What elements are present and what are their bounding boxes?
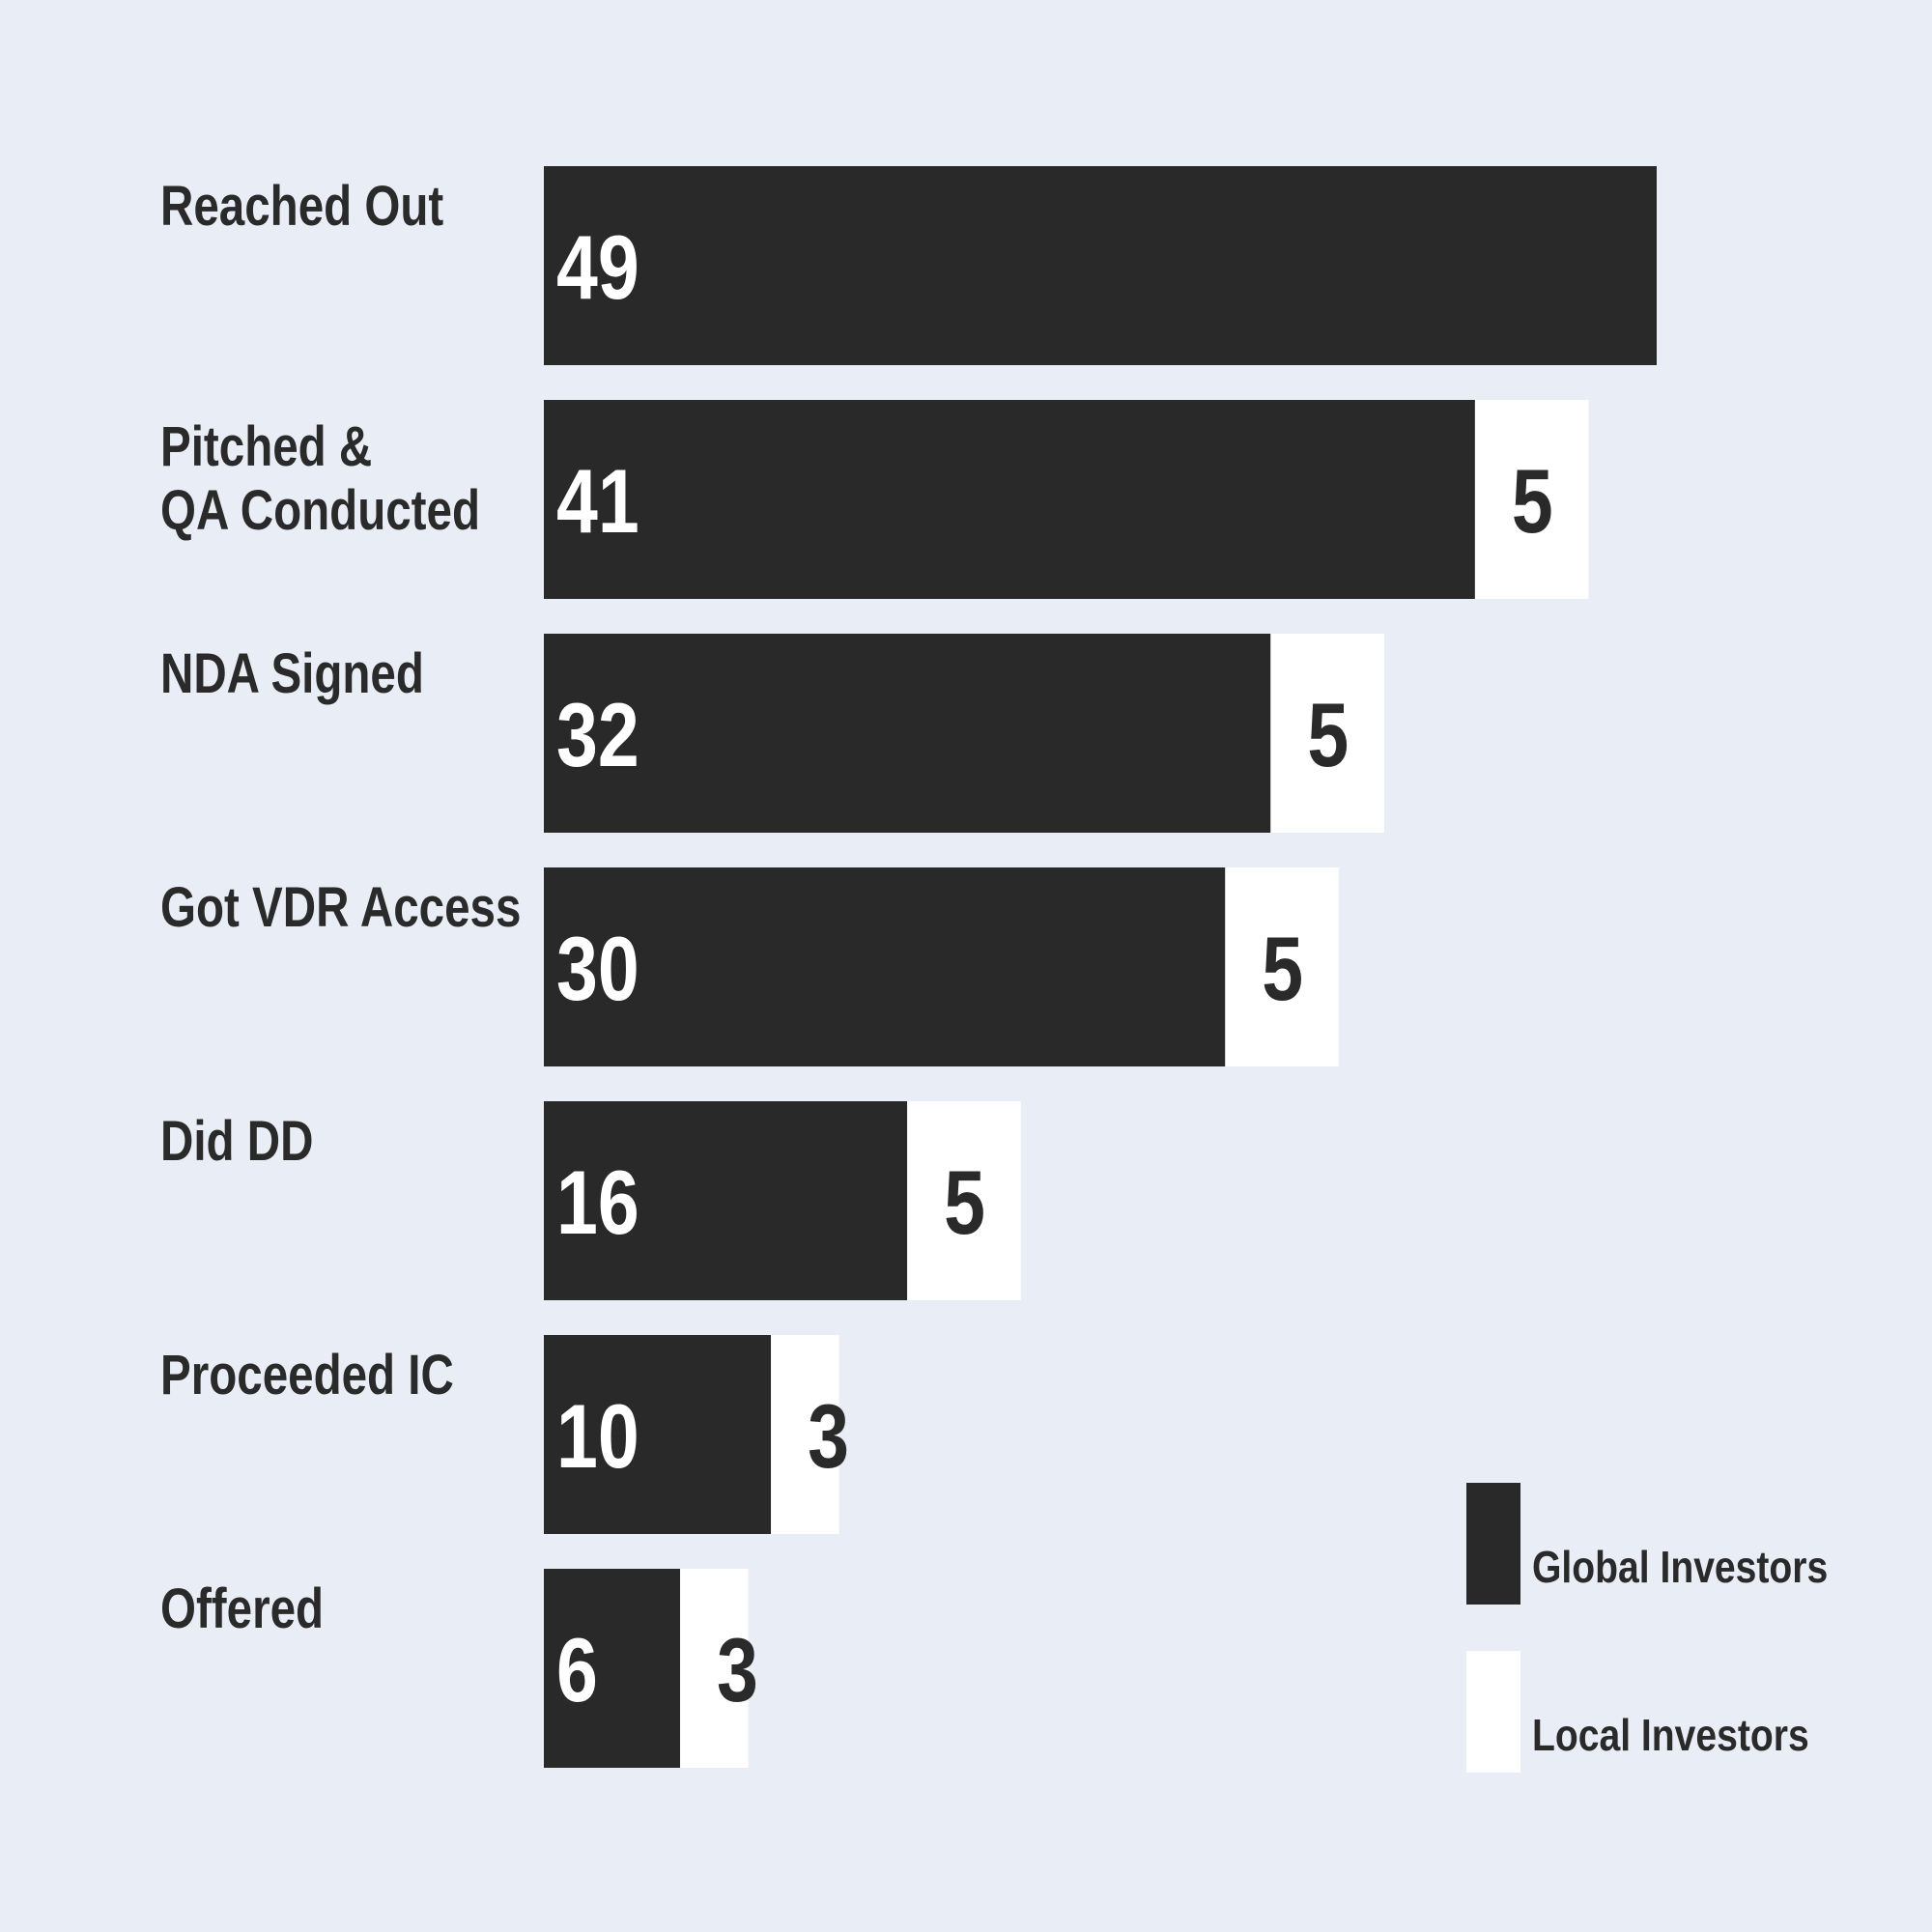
global-investors-bar xyxy=(544,166,1657,365)
local-investors-bar xyxy=(1225,867,1339,1066)
global-investors-bar xyxy=(544,867,1226,1066)
local-investors-bar xyxy=(907,1101,1021,1300)
local-investors-bar xyxy=(680,1569,749,1768)
category-label: NDA Signed xyxy=(160,643,424,706)
global-investors-bar xyxy=(544,1101,908,1300)
category-label-line: Reached Out xyxy=(160,176,443,239)
legend-swatch-global xyxy=(1466,1483,1520,1605)
category-label-line: QA Conducted xyxy=(160,480,480,543)
legend-label-global: Global Investors xyxy=(1532,1543,1828,1593)
category-label-line: Proceeded IC xyxy=(160,1345,454,1407)
global-investors-bar xyxy=(544,400,1475,599)
global-value-label: 49 xyxy=(556,217,639,319)
category-label-line: Got VDR Access xyxy=(160,877,521,940)
global-investors-bar xyxy=(544,1569,681,1768)
global-value-label: 41 xyxy=(556,451,639,553)
local-value-label: 5 xyxy=(944,1152,985,1254)
global-value-label: 32 xyxy=(556,685,639,786)
category-label-line: Did DD xyxy=(160,1111,313,1174)
local-value-label: 5 xyxy=(1307,685,1349,786)
legend-label-local: Local Investors xyxy=(1532,1711,1809,1761)
global-value-label: 6 xyxy=(556,1620,598,1721)
category-label-line: Offered xyxy=(160,1578,324,1641)
local-value-label: 3 xyxy=(808,1386,849,1488)
local-value-label: 3 xyxy=(717,1620,758,1721)
category-label-line: NDA Signed xyxy=(160,643,424,706)
local-value-label: 5 xyxy=(1262,919,1303,1020)
legend-swatch-local xyxy=(1466,1651,1520,1773)
global-investors-bar xyxy=(544,1335,772,1534)
local-value-label: 5 xyxy=(1512,451,1553,553)
category-label: Did DD xyxy=(160,1111,313,1174)
bars-group: 49 41 5 32 5 30 5 16 5 10 3 6 3 xyxy=(544,166,1657,1768)
local-investors-bar xyxy=(1270,634,1384,833)
category-label: Offered xyxy=(160,1578,324,1641)
global-investors-bar xyxy=(544,634,1271,833)
global-value-label: 30 xyxy=(556,919,639,1020)
category-labels: Reached Out Pitched & QA Conducted NDA Sign… xyxy=(160,176,521,1641)
local-investors-bar xyxy=(1474,400,1589,599)
global-value-label: 10 xyxy=(556,1386,639,1488)
global-value-label: 16 xyxy=(556,1152,639,1254)
local-investors-bar xyxy=(771,1335,839,1534)
category-label: Pitched & QA Conducted xyxy=(160,416,480,543)
category-label-line: Pitched & xyxy=(160,416,372,479)
category-label: Proceeded IC xyxy=(160,1345,454,1407)
category-label: Reached Out xyxy=(160,176,443,239)
legend: Global Investors Local Investors xyxy=(1466,1483,1828,1773)
category-label: Got VDR Access xyxy=(160,877,521,940)
